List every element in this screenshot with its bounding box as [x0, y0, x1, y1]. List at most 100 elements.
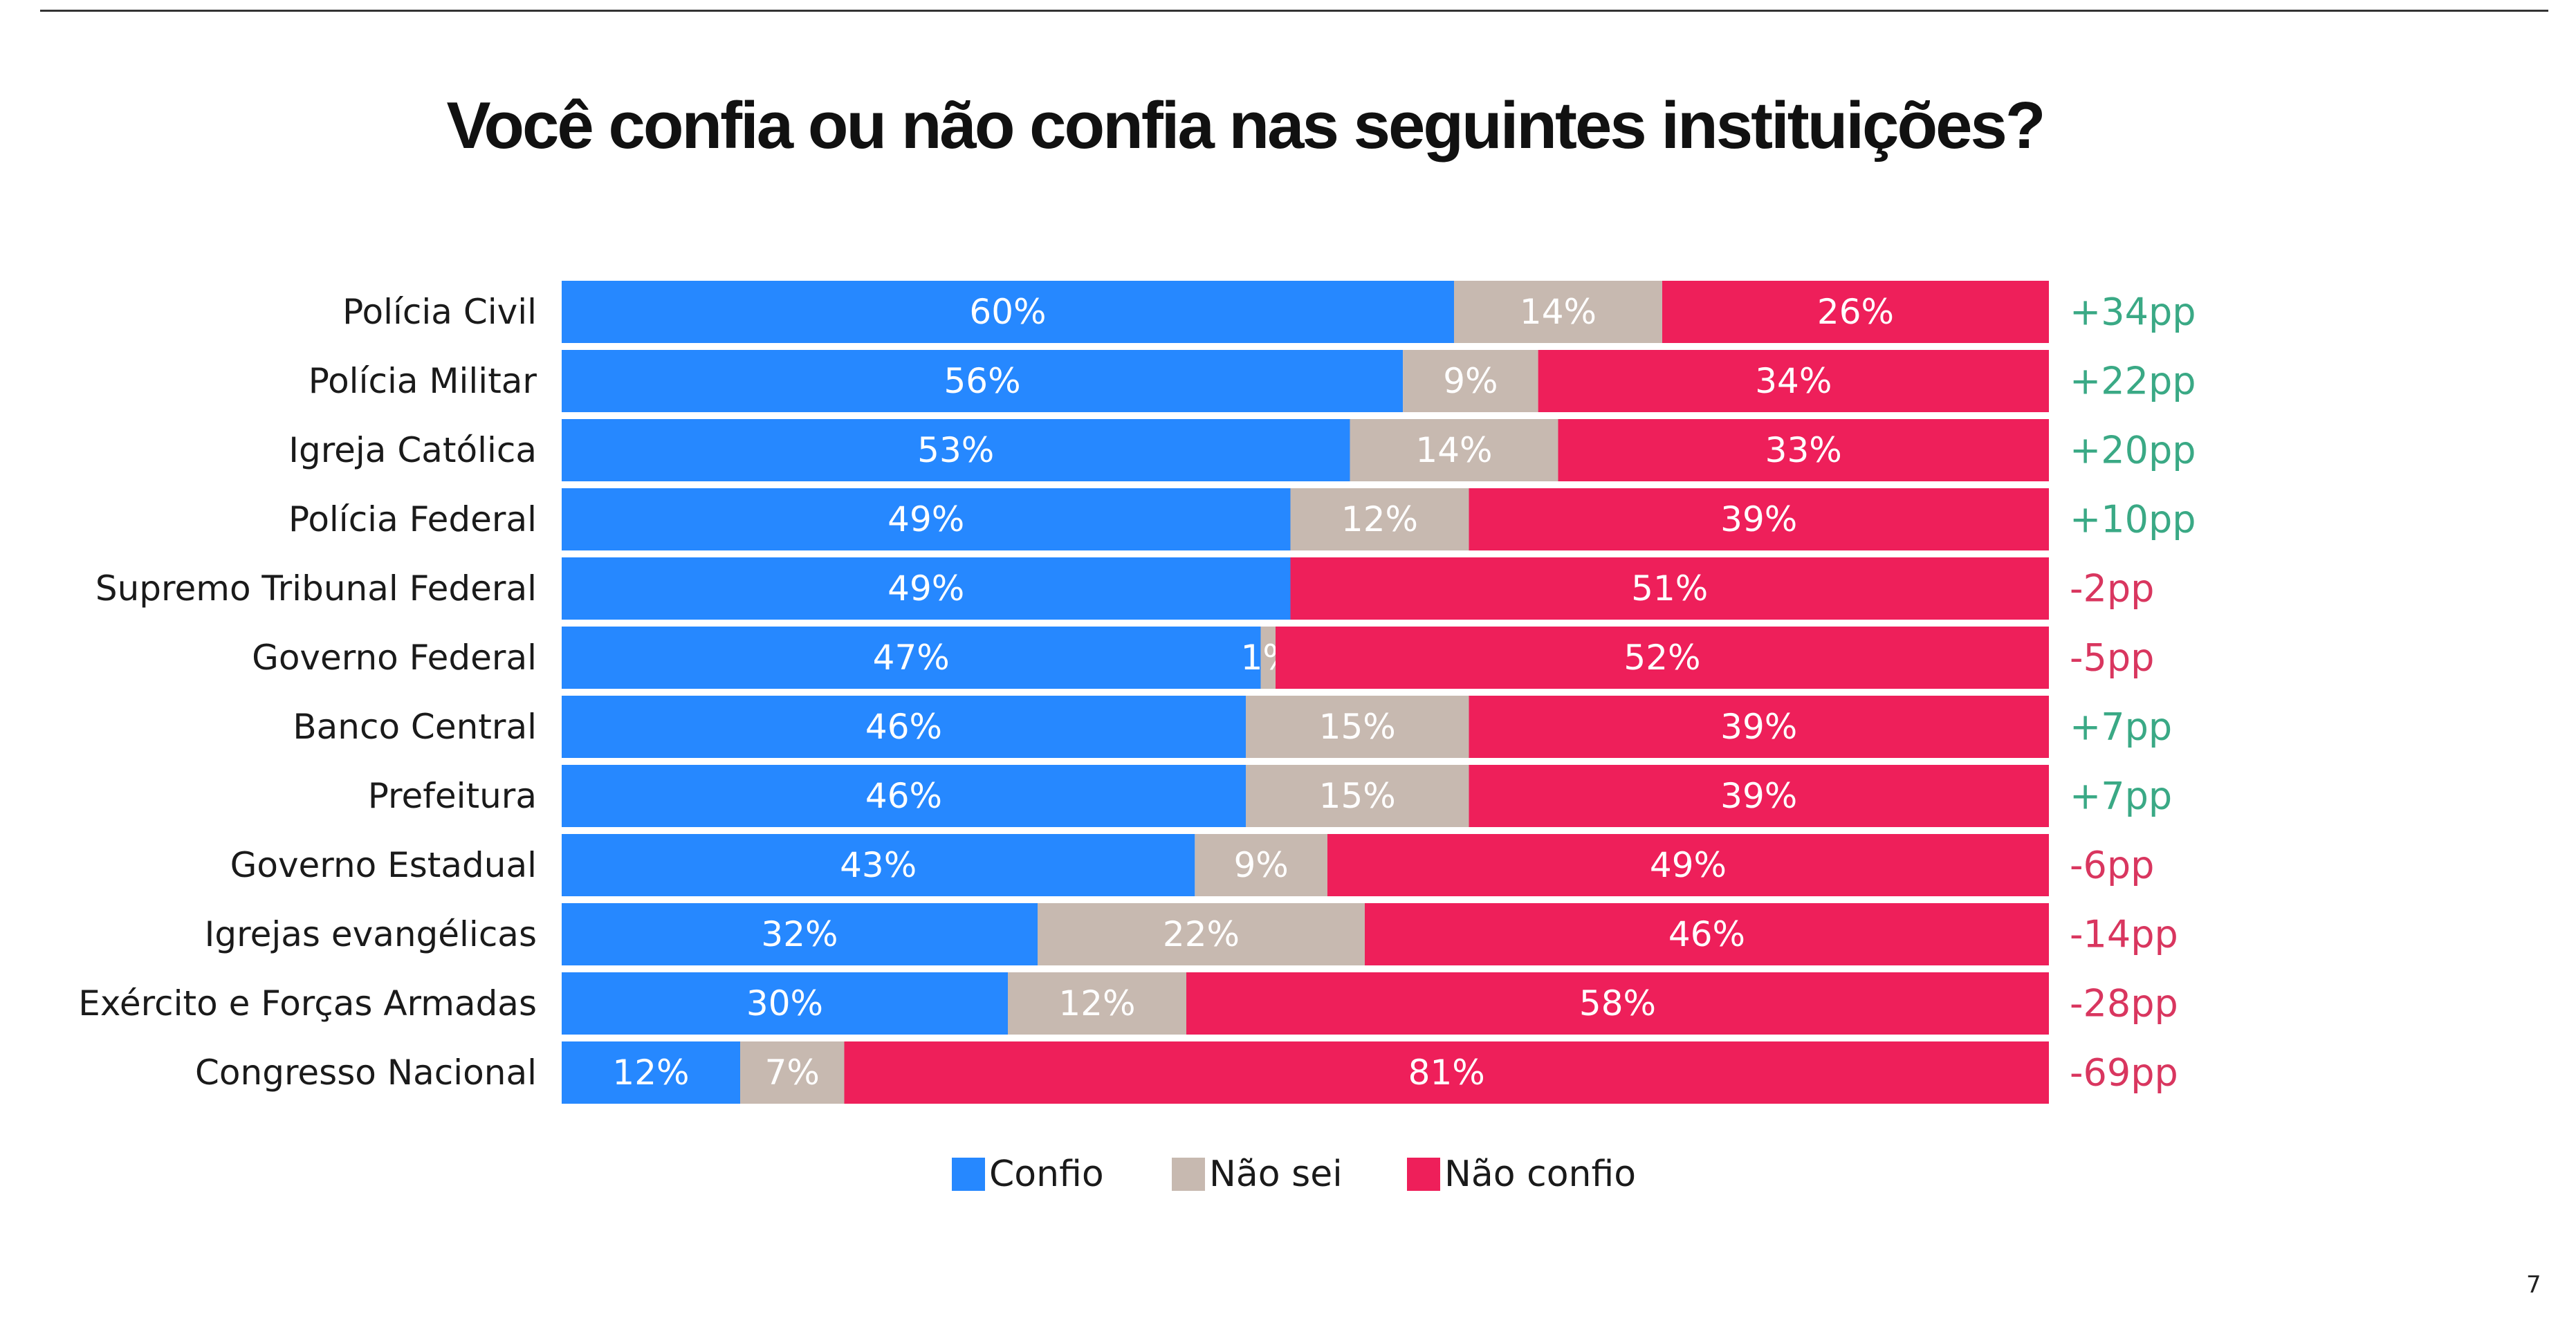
bar-segment-nao-confio	[1186, 972, 2049, 1035]
bar-row-governo-estadual: Governo Estadual 43% 9% 49% -6pp	[230, 834, 2154, 896]
net-difference-label: +20pp	[2070, 429, 2196, 472]
legend-swatch	[1407, 1158, 1440, 1191]
value-label-nao-confio: 52%	[1623, 638, 1700, 678]
category-label: Polícia Civil	[342, 292, 537, 332]
value-label-confio: 12%	[612, 1053, 689, 1093]
value-label-confio: 46%	[865, 776, 942, 816]
value-label-nao-sei: 15%	[1319, 776, 1396, 816]
value-label-confio: 32%	[761, 914, 838, 954]
bar-segment-confio	[562, 765, 1246, 827]
value-label-nao-confio: 34%	[1755, 361, 1832, 401]
category-label: Governo Estadual	[230, 845, 537, 885]
value-label-confio: 30%	[746, 983, 823, 1023]
bar-segment-nao-sei	[1290, 488, 1469, 550]
bar-segment-confio	[562, 350, 1404, 412]
category-label: Congresso Nacional	[195, 1053, 537, 1093]
value-label-confio: 53%	[917, 430, 994, 470]
bar-row-igrejas-evangelicas: Igrejas evangélicas 32% 22% 46% -14pp	[205, 903, 2178, 965]
net-difference-label: +34pp	[2070, 290, 2196, 334]
value-label-confio: 49%	[887, 499, 964, 539]
bar-segment-nao-sei	[740, 1041, 845, 1104]
bar-segment-nao-sei	[1038, 903, 1365, 965]
bar-segment-confio	[562, 1041, 740, 1104]
value-label-nao-confio: 49%	[1650, 845, 1727, 885]
bar-segment-confio	[562, 557, 1291, 620]
value-label-nao-sei: 14%	[1520, 292, 1597, 332]
bar-row-policia-federal: Polícia Federal 49% 12% 39% +10pp	[288, 488, 2196, 550]
bar-segment-nao-confio	[1469, 696, 2049, 758]
net-difference-label: -5pp	[2070, 636, 2154, 680]
value-label-confio: 43%	[840, 845, 917, 885]
category-label: Polícia Federal	[288, 499, 537, 539]
bar-segment-nao-sei	[1403, 350, 1538, 412]
category-label: Igreja Católica	[288, 430, 537, 470]
net-difference-label: -14pp	[2070, 913, 2178, 956]
bar-segment-confio	[562, 834, 1195, 896]
value-label-nao-sei: 15%	[1319, 707, 1396, 747]
chart-legend: Confio Não sei Não confio	[952, 1154, 1636, 1195]
bar-row-governo-federal: Governo Federal 47% 1% 52% -5pp	[252, 627, 2154, 689]
legend-item-confio: Confio	[952, 1154, 1104, 1195]
bar-segment-nao-sei	[1246, 696, 1469, 758]
net-difference-label: -69pp	[2070, 1051, 2178, 1095]
value-label-nao-sei: 12%	[1058, 983, 1135, 1023]
bar-segment-nao-sei	[1350, 419, 1558, 481]
value-label-nao-confio: 81%	[1408, 1053, 1485, 1093]
bar-segment-nao-sei	[1008, 972, 1186, 1035]
bar-row-banco-central: Banco Central 46% 15% 39% +7pp	[293, 696, 2172, 758]
bar-row-prefeitura: Prefeitura 46% 15% 39% +7pp	[368, 765, 2172, 827]
bar-segment-confio	[562, 627, 1261, 689]
value-label-nao-sei: 7%	[765, 1053, 820, 1093]
legend-label: Não sei	[1209, 1154, 1343, 1195]
chart-title: Você confia ou não confia nas seguintes …	[446, 89, 2045, 163]
value-label-nao-confio: 33%	[1765, 430, 1842, 470]
bar-segment-confio	[562, 903, 1038, 965]
value-label-confio: 60%	[969, 292, 1046, 332]
value-label-nao-confio: 39%	[1720, 707, 1797, 747]
value-label-nao-sei: 9%	[1443, 361, 1498, 401]
net-difference-label: +7pp	[2070, 775, 2172, 818]
net-difference-label: +10pp	[2070, 498, 2196, 541]
legend-swatch	[1172, 1158, 1205, 1191]
category-label: Prefeitura	[368, 776, 537, 816]
bar-segment-nao-sei	[1454, 281, 1662, 343]
net-difference-label: -6pp	[2070, 844, 2154, 887]
category-label: Supremo Tribunal Federal	[95, 568, 537, 609]
bar-row-supremo-tribunal-federal: Supremo Tribunal Federal 49% 51% -2pp	[95, 557, 2154, 620]
net-difference-label: +22pp	[2070, 360, 2196, 403]
legend-item-nao-confio: Não confio	[1407, 1154, 1636, 1195]
net-difference-label: +7pp	[2070, 705, 2172, 749]
bar-segment-confio	[562, 488, 1291, 550]
bar-segment-nao-confio	[1365, 903, 2049, 965]
bar-segment-nao-confio	[1538, 350, 2049, 412]
legend-item-nao-sei: Não sei	[1172, 1154, 1343, 1195]
legend-label: Não confio	[1444, 1154, 1636, 1195]
bar-segment-nao-confio	[1558, 419, 2049, 481]
bar-segment-nao-sei	[1195, 834, 1327, 896]
bar-row-policia-militar: Polícia Militar 56% 9% 34% +22pp	[309, 350, 2196, 412]
value-label-nao-sei: 12%	[1341, 499, 1418, 539]
value-label-confio: 47%	[873, 638, 950, 678]
value-label-nao-sei: 22%	[1163, 914, 1240, 954]
net-difference-label: -28pp	[2070, 982, 2178, 1026]
bar-segment-nao-confio	[844, 1041, 2049, 1104]
category-label: Igrejas evangélicas	[205, 914, 537, 954]
bar-row-policia-civil: Polícia Civil 60% 14% 26% +34pp	[342, 281, 2196, 343]
bar-segment-confio	[562, 281, 1454, 343]
bar-segment-nao-confio	[1469, 488, 2049, 550]
category-label: Exército e Forças Armadas	[78, 983, 537, 1023]
bar-segment-confio	[562, 419, 1350, 481]
bar-row-congresso-nacional: Congresso Nacional 12% 7% 81% -69pp	[195, 1041, 2178, 1104]
bar-segment-nao-sei	[1246, 765, 1469, 827]
value-label-confio: 56%	[944, 361, 1021, 401]
bar-segment-nao-confio	[1276, 627, 2049, 689]
category-label: Banco Central	[293, 707, 537, 747]
top-rule	[40, 10, 2548, 12]
value-label-nao-confio: 58%	[1579, 983, 1656, 1023]
legend-swatch	[952, 1158, 985, 1191]
value-label-nao-confio: 51%	[1631, 568, 1708, 609]
value-label-nao-sei: 9%	[1233, 845, 1288, 885]
bar-row-igreja-catolica: Igreja Católica 53% 14% 33% +20pp	[288, 419, 2196, 481]
bar-segment-confio	[562, 972, 1008, 1035]
